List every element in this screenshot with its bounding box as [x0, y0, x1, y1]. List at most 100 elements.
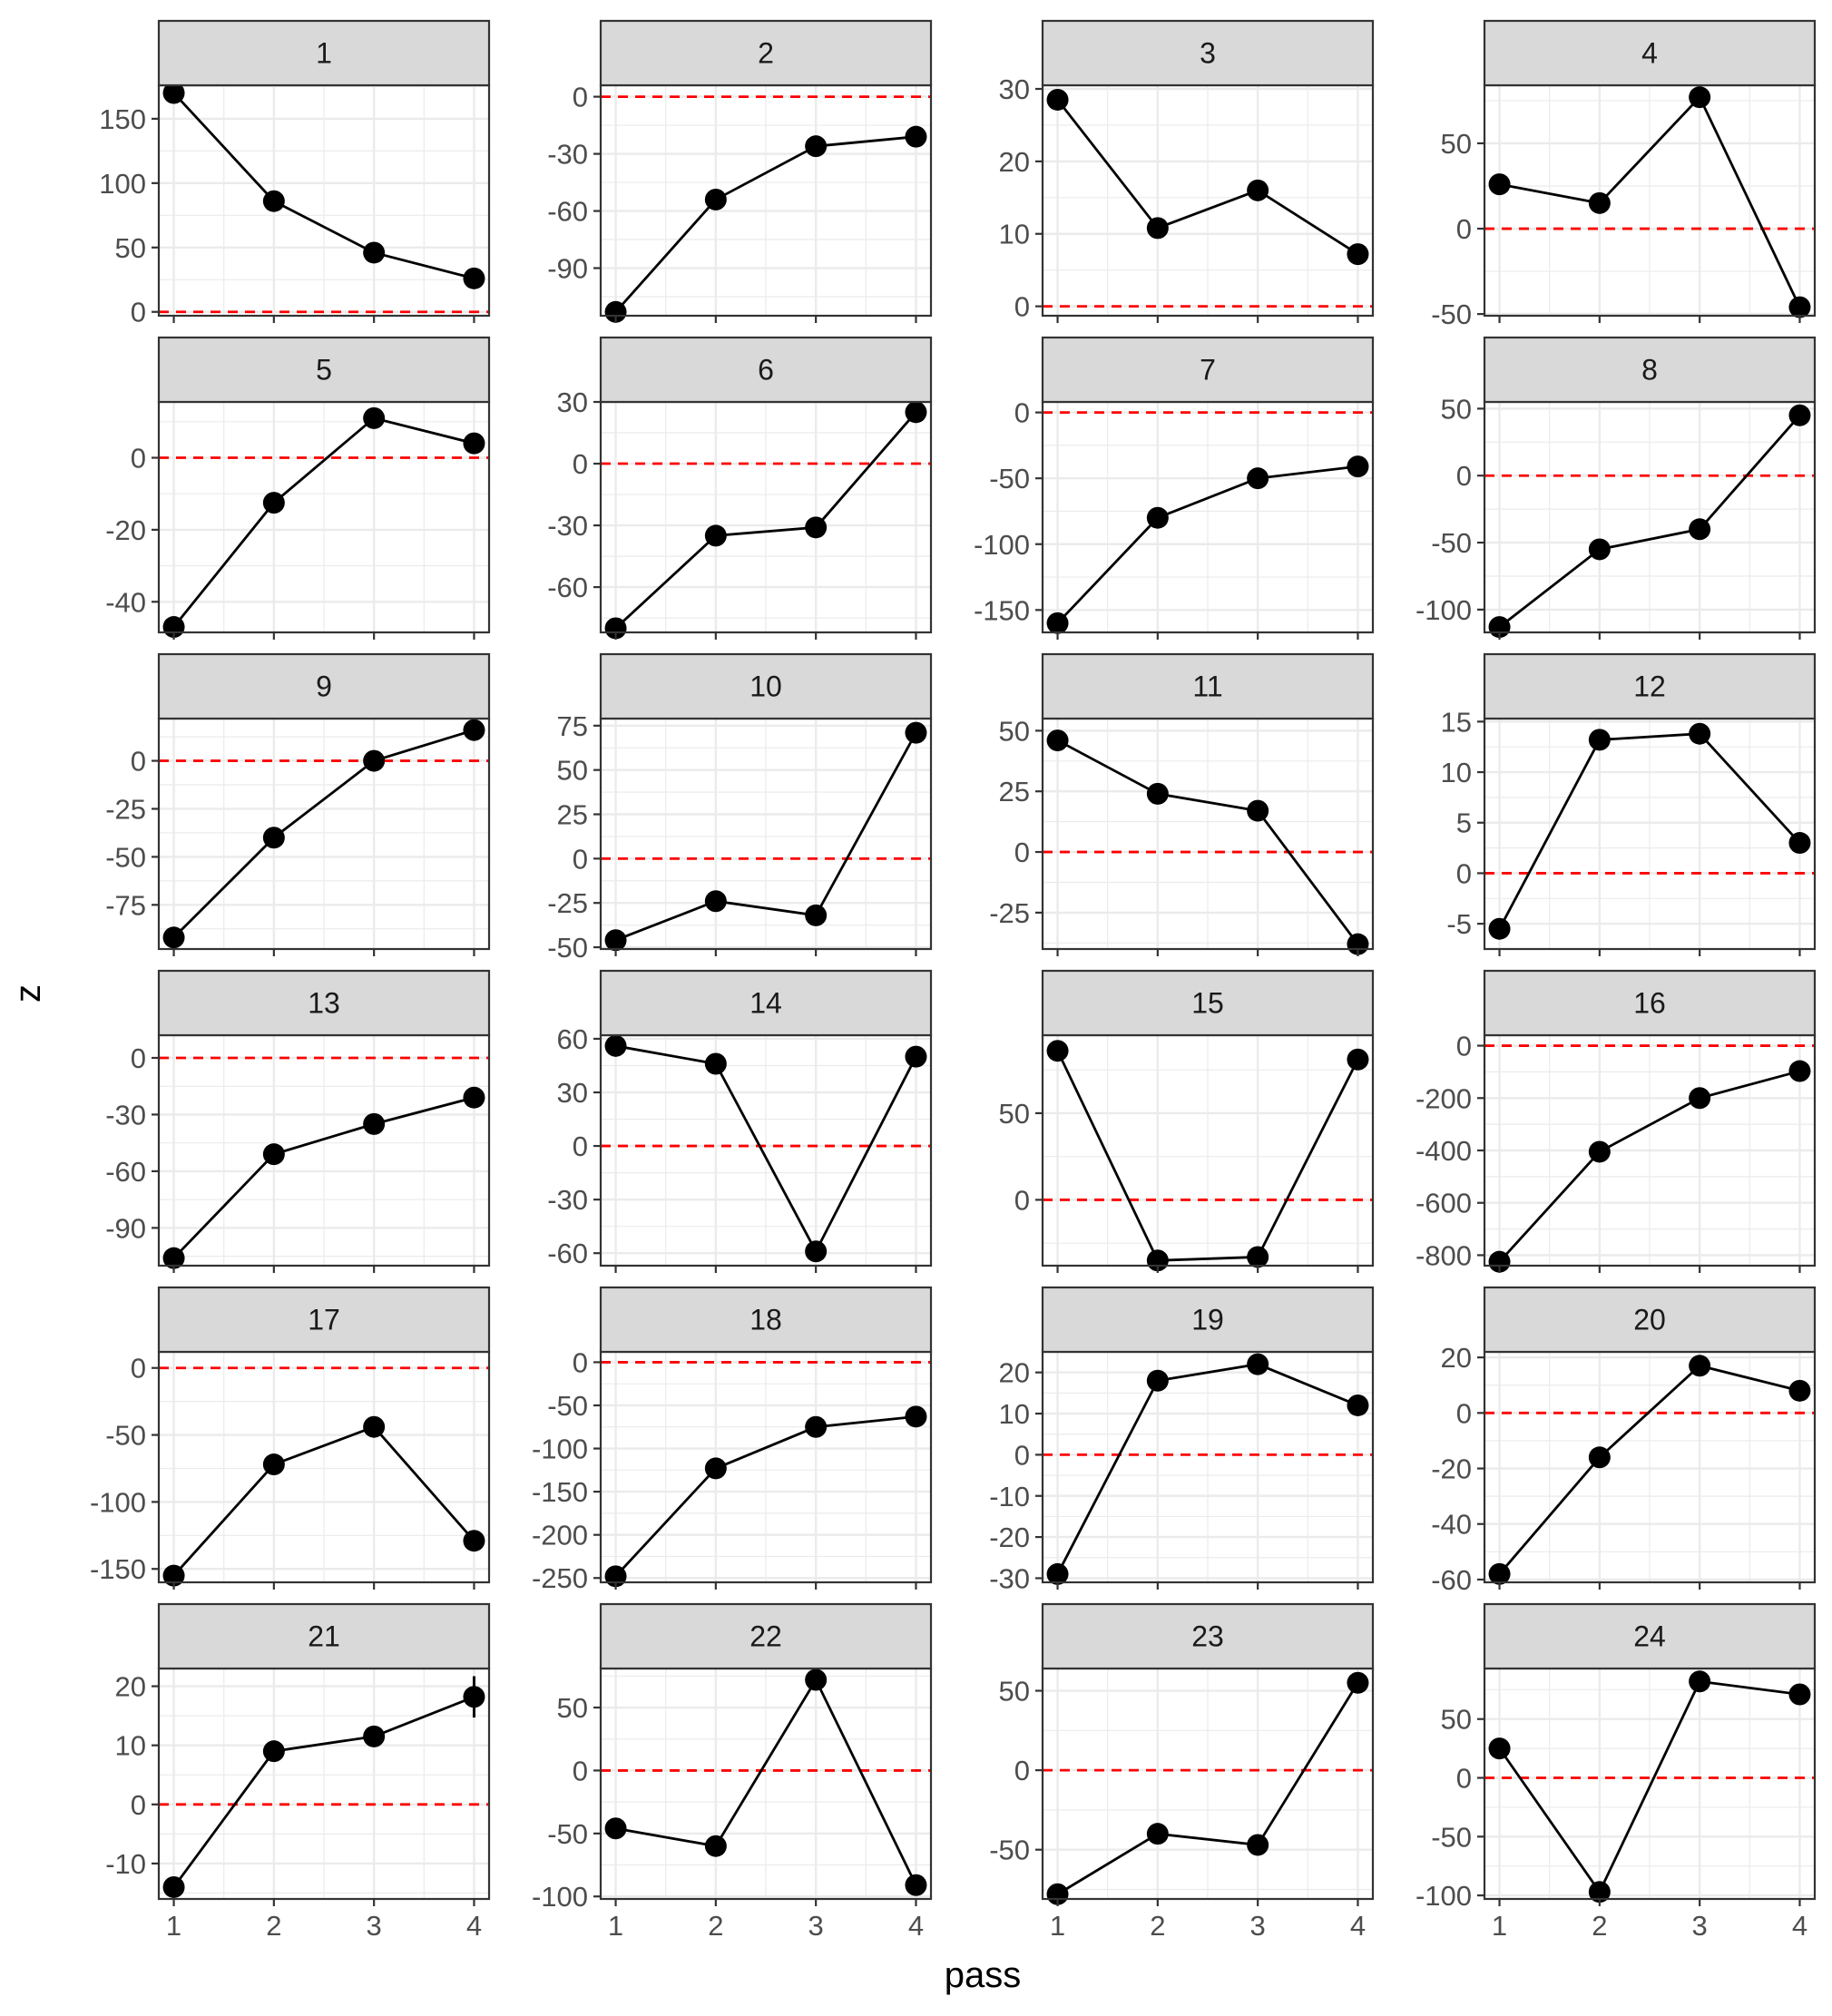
data-point	[1146, 782, 1169, 805]
facet-strip-label: 3	[1200, 37, 1216, 70]
data-point	[1488, 1562, 1511, 1585]
facet-strip-label: 6	[758, 354, 774, 387]
x-tick-label: 1	[608, 1910, 623, 1942]
y-tick-label: -50	[105, 841, 146, 873]
data-point	[1347, 1671, 1369, 1694]
data-point	[1689, 722, 1711, 745]
data-point	[1588, 729, 1611, 751]
data-point	[162, 82, 185, 104]
y-tick-label: 5	[1456, 807, 1472, 839]
y-tick-label: -100	[1416, 1880, 1472, 1912]
data-point	[1247, 1353, 1269, 1375]
x-tick-label: 4	[1350, 1910, 1366, 1942]
series-line	[1056, 1050, 1359, 1262]
facet-strip	[1483, 336, 1817, 404]
facet-strip	[1041, 336, 1375, 404]
data-point	[1146, 217, 1169, 240]
data-point	[1046, 1040, 1069, 1062]
data-point	[1046, 729, 1069, 752]
data-point	[1689, 518, 1711, 541]
data-point	[1146, 1823, 1169, 1845]
data-point	[162, 1247, 185, 1269]
data-point	[1347, 455, 1369, 478]
data-point	[1247, 1246, 1269, 1268]
data-point	[262, 190, 285, 212]
y-tick-label: -50	[989, 463, 1030, 494]
data-point	[1788, 1379, 1811, 1402]
y-tick-label: -20	[105, 514, 146, 546]
y-tick-label: 0	[573, 843, 588, 875]
facet-strip-label: 16	[1633, 987, 1666, 1020]
data-point	[1347, 1048, 1369, 1071]
y-tick-label: 0	[1014, 1184, 1030, 1216]
y-tick-label: 150	[99, 103, 146, 135]
facet-strip-label: 2	[758, 37, 774, 70]
series-line	[614, 411, 917, 630]
y-tick-label: 0	[573, 1755, 588, 1786]
series-line	[1056, 739, 1359, 945]
data-point	[363, 1415, 386, 1438]
facet-strip	[599, 652, 933, 720]
y-tick-label: 0	[1456, 1031, 1472, 1062]
data-point	[1488, 917, 1511, 940]
x-tick-label: 3	[1250, 1910, 1266, 1942]
y-tick-label: -40	[105, 586, 146, 618]
data-point	[463, 1686, 485, 1708]
facet-strip	[1041, 1602, 1375, 1670]
y-tick-label: -50	[547, 932, 588, 964]
y-tick-label: 0	[131, 1789, 146, 1821]
facet-panel-4: 4 50 0 -50	[1431, 19, 1817, 330]
series-line	[1056, 1682, 1359, 1895]
y-tick-label: -30	[547, 139, 588, 171]
facet-strip-label: 5	[316, 354, 332, 387]
y-tick-label: 0	[1014, 1439, 1030, 1471]
data-point	[1146, 1369, 1169, 1392]
facet-strip-label: 10	[749, 670, 782, 703]
facet-strip	[157, 336, 491, 404]
data-point	[1488, 1250, 1511, 1273]
data-point	[262, 827, 285, 849]
y-tick-label: -60	[105, 1156, 146, 1188]
facet-strip-label: 20	[1633, 1304, 1666, 1336]
y-tick-label: -100	[974, 529, 1030, 561]
y-tick-label: -10	[105, 1848, 146, 1880]
data-point	[1788, 404, 1811, 426]
y-tick-label: 0	[573, 1346, 588, 1378]
data-point	[1588, 1881, 1611, 1903]
x-tick-label: 1	[1492, 1910, 1507, 1942]
facet-strip-label: 23	[1191, 1620, 1224, 1653]
facet-strip-label: 22	[749, 1620, 782, 1653]
series-line	[1498, 732, 1801, 930]
series-line	[1056, 1363, 1358, 1575]
data-point	[162, 1875, 185, 1898]
data-point	[1588, 538, 1611, 561]
y-tick-label: -25	[989, 897, 1030, 929]
data-point	[1146, 506, 1169, 529]
data-point	[1588, 1140, 1611, 1163]
facet-strip-label: 8	[1641, 354, 1658, 387]
facet-panel-10: 10 75 50 25 0 -25 -50	[547, 652, 933, 964]
x-tick-label: 4	[1792, 1910, 1808, 1942]
data-point	[1788, 296, 1811, 318]
data-point	[604, 617, 627, 640]
data-point	[1046, 612, 1069, 634]
series-line	[615, 1677, 917, 1886]
y-tick-label: 50	[1441, 128, 1472, 160]
y-tick-label: 0	[1014, 837, 1030, 868]
y-tick-label: 100	[99, 168, 146, 200]
facet-panel-9: 9 0 -25 -50 -75	[105, 652, 491, 956]
y-tick-label: 0	[131, 1353, 146, 1385]
series-line	[1498, 1070, 1800, 1263]
series-line	[1498, 1679, 1800, 1895]
y-tick-label: -20	[989, 1522, 1030, 1553]
series-line	[172, 1695, 475, 1888]
y-tick-label: -30	[989, 1562, 1030, 1594]
series-line	[615, 731, 917, 942]
facet-strip-label: 13	[308, 987, 340, 1020]
facet-strip	[157, 1602, 491, 1670]
data-point	[1689, 1087, 1711, 1110]
y-tick-label: 50	[999, 1098, 1030, 1130]
y-tick-label: 50	[115, 232, 146, 264]
data-point	[805, 516, 828, 539]
y-tick-label: 50	[557, 1692, 588, 1724]
